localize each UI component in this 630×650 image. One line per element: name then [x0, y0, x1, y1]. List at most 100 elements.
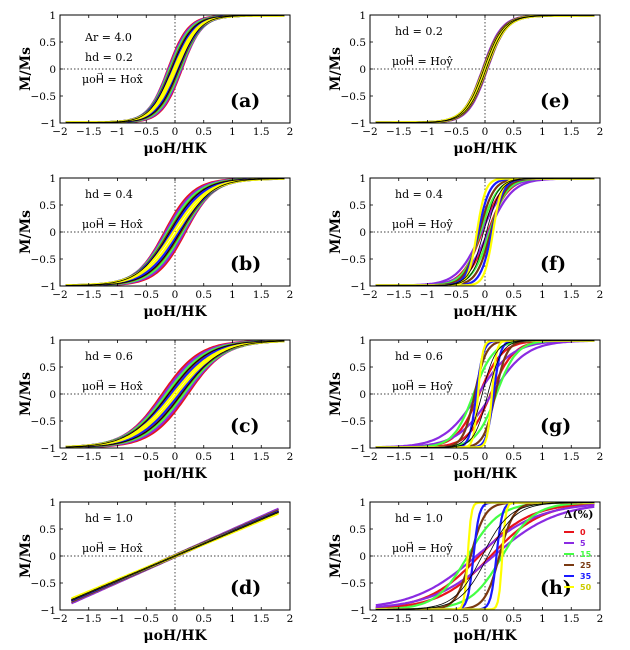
- y-tick-label: 0.5: [349, 362, 366, 374]
- x-tick-label: −1.5: [386, 613, 412, 625]
- series-line-5-down: [375, 504, 595, 607]
- annotation: hd = 0.2: [85, 51, 133, 64]
- y-tick-label: −1: [41, 443, 56, 455]
- annotation: μoH⃗ = Hox̂: [82, 217, 143, 231]
- y-axis-label: M/Ms: [18, 372, 34, 416]
- y-tick-label: 1: [359, 173, 366, 185]
- y-tick-label: 0: [359, 64, 366, 76]
- x-tick-label: 2: [597, 451, 604, 463]
- y-tick-label: 0: [49, 389, 56, 401]
- annotation: μoH⃗ = Hoŷ: [392, 217, 453, 231]
- legend-label-5: 5: [580, 539, 586, 548]
- y-axis-label: M/Ms: [18, 47, 34, 91]
- x-tick-label: −0.5: [134, 613, 160, 625]
- x-tick-label: −0.5: [134, 451, 160, 463]
- y-axis-label: M/Ms: [18, 210, 34, 254]
- x-tick-label: 1.5: [563, 613, 580, 625]
- x-tick-label: 1: [229, 451, 236, 463]
- x-tick-label: 1.5: [253, 613, 270, 625]
- legend-label-25: 25: [580, 561, 592, 570]
- panel-label: (f): [540, 253, 566, 275]
- x-tick-label: 1.5: [253, 451, 270, 463]
- x-tick-label: 0: [172, 451, 179, 463]
- y-tick-label: −0.5: [31, 254, 57, 266]
- y-tick-label: 1: [49, 173, 56, 185]
- annotation: μoH⃗ = Hox̂: [82, 379, 143, 393]
- annotation: hd = 1.0: [395, 512, 443, 525]
- chart-panel-c: −2 −1.5 −1 −0.5 0 0.5 1 1.5 2 −1 −0.5 0 0.5 1 μoH/HK M/…: [18, 335, 293, 482]
- y-axis-label: M/Ms: [18, 534, 34, 578]
- y-tick-label: 0: [359, 227, 366, 239]
- x-tick-label: 1: [229, 613, 236, 625]
- x-tick-label: 2: [597, 613, 604, 625]
- x-tick-label: 1: [229, 289, 236, 301]
- y-tick-label: −1: [351, 281, 366, 293]
- x-tick-label: 1: [539, 613, 546, 625]
- x-tick-label: 0: [172, 126, 179, 138]
- x-tick-label: −2: [52, 289, 67, 301]
- x-tick-label: −2: [362, 289, 377, 301]
- x-tick-label: −1.5: [76, 289, 102, 301]
- chart-panel-d: −2 −1.5 −1 −0.5 0 0.5 1 1.5 2 −1 −0.5 0 0.5 1 μoH/HK M/…: [18, 497, 293, 644]
- y-tick-label: −0.5: [31, 91, 57, 103]
- y-tick-label: 0.5: [39, 362, 56, 374]
- y-tick-label: 0: [359, 389, 366, 401]
- x-tick-label: −1: [110, 613, 125, 625]
- x-tick-label: 0.5: [505, 289, 522, 301]
- x-axis-label: μoH/HK: [143, 141, 207, 157]
- legend-label-15: 15: [580, 550, 592, 559]
- y-tick-label: −0.5: [341, 91, 367, 103]
- panel-label: (b): [230, 253, 261, 275]
- y-tick-label: 1: [359, 10, 366, 22]
- y-tick-label: 0: [359, 551, 366, 563]
- y-tick-label: −0.5: [31, 416, 57, 428]
- legend-label-50: 50: [580, 583, 592, 592]
- panel-label: (d): [230, 577, 261, 599]
- x-tick-label: −1: [420, 613, 435, 625]
- x-axis-label: μoH/HK: [143, 466, 207, 482]
- x-axis-label: μoH/HK: [453, 141, 517, 157]
- annotation: μoH⃗ = Hoŷ: [392, 379, 453, 393]
- reference-line: [71, 512, 279, 601]
- x-tick-label: 1: [539, 289, 546, 301]
- y-tick-label: 0.5: [349, 200, 366, 212]
- x-tick-label: 1: [229, 126, 236, 138]
- panel-label: (c): [230, 415, 260, 437]
- chart-panel-b: −2 −1.5 −1 −0.5 0 0.5 1 1.5 2 −1 −0.5 0 0.5 1 μoH/HK M/…: [18, 173, 293, 320]
- annotation: hd = 0.6: [395, 350, 443, 363]
- x-tick-label: 0.5: [505, 613, 522, 625]
- y-tick-label: 0.5: [39, 200, 56, 212]
- y-axis-label: M/Ms: [328, 47, 344, 91]
- x-tick-label: −1: [420, 451, 435, 463]
- y-tick-label: 0.5: [349, 37, 366, 49]
- x-tick-label: 0.5: [505, 126, 522, 138]
- legend-label-0: 0: [580, 528, 586, 537]
- x-tick-label: −1.5: [76, 613, 102, 625]
- x-axis-label: μoH/HK: [143, 304, 207, 320]
- y-tick-label: 0: [49, 551, 56, 563]
- x-tick-label: 1.5: [563, 126, 580, 138]
- annotation: hd = 1.0: [85, 512, 133, 525]
- panel-label: (g): [540, 415, 571, 437]
- x-tick-label: 0: [482, 451, 489, 463]
- annotation: hd = 0.4: [395, 188, 443, 201]
- x-axis-label: μoH/HK: [143, 628, 207, 644]
- x-tick-label: 1: [539, 451, 546, 463]
- x-tick-label: −2: [52, 451, 67, 463]
- y-tick-label: −1: [351, 605, 366, 617]
- x-tick-label: 1.5: [563, 289, 580, 301]
- annotation: μoH⃗ = Hox̂: [82, 541, 143, 555]
- x-tick-label: −0.5: [444, 613, 470, 625]
- y-axis-label: M/Ms: [328, 372, 344, 416]
- series-line-5-up: [375, 505, 595, 608]
- y-tick-label: −0.5: [341, 578, 367, 590]
- y-tick-label: −1: [351, 118, 366, 130]
- y-tick-label: 0.5: [349, 524, 366, 536]
- x-tick-label: 2: [287, 289, 294, 301]
- panel-label: (a): [230, 90, 260, 112]
- y-axis-label: M/Ms: [328, 534, 344, 578]
- x-axis-label: μoH/HK: [453, 304, 517, 320]
- x-tick-label: 1.5: [253, 126, 270, 138]
- x-tick-label: −0.5: [444, 289, 470, 301]
